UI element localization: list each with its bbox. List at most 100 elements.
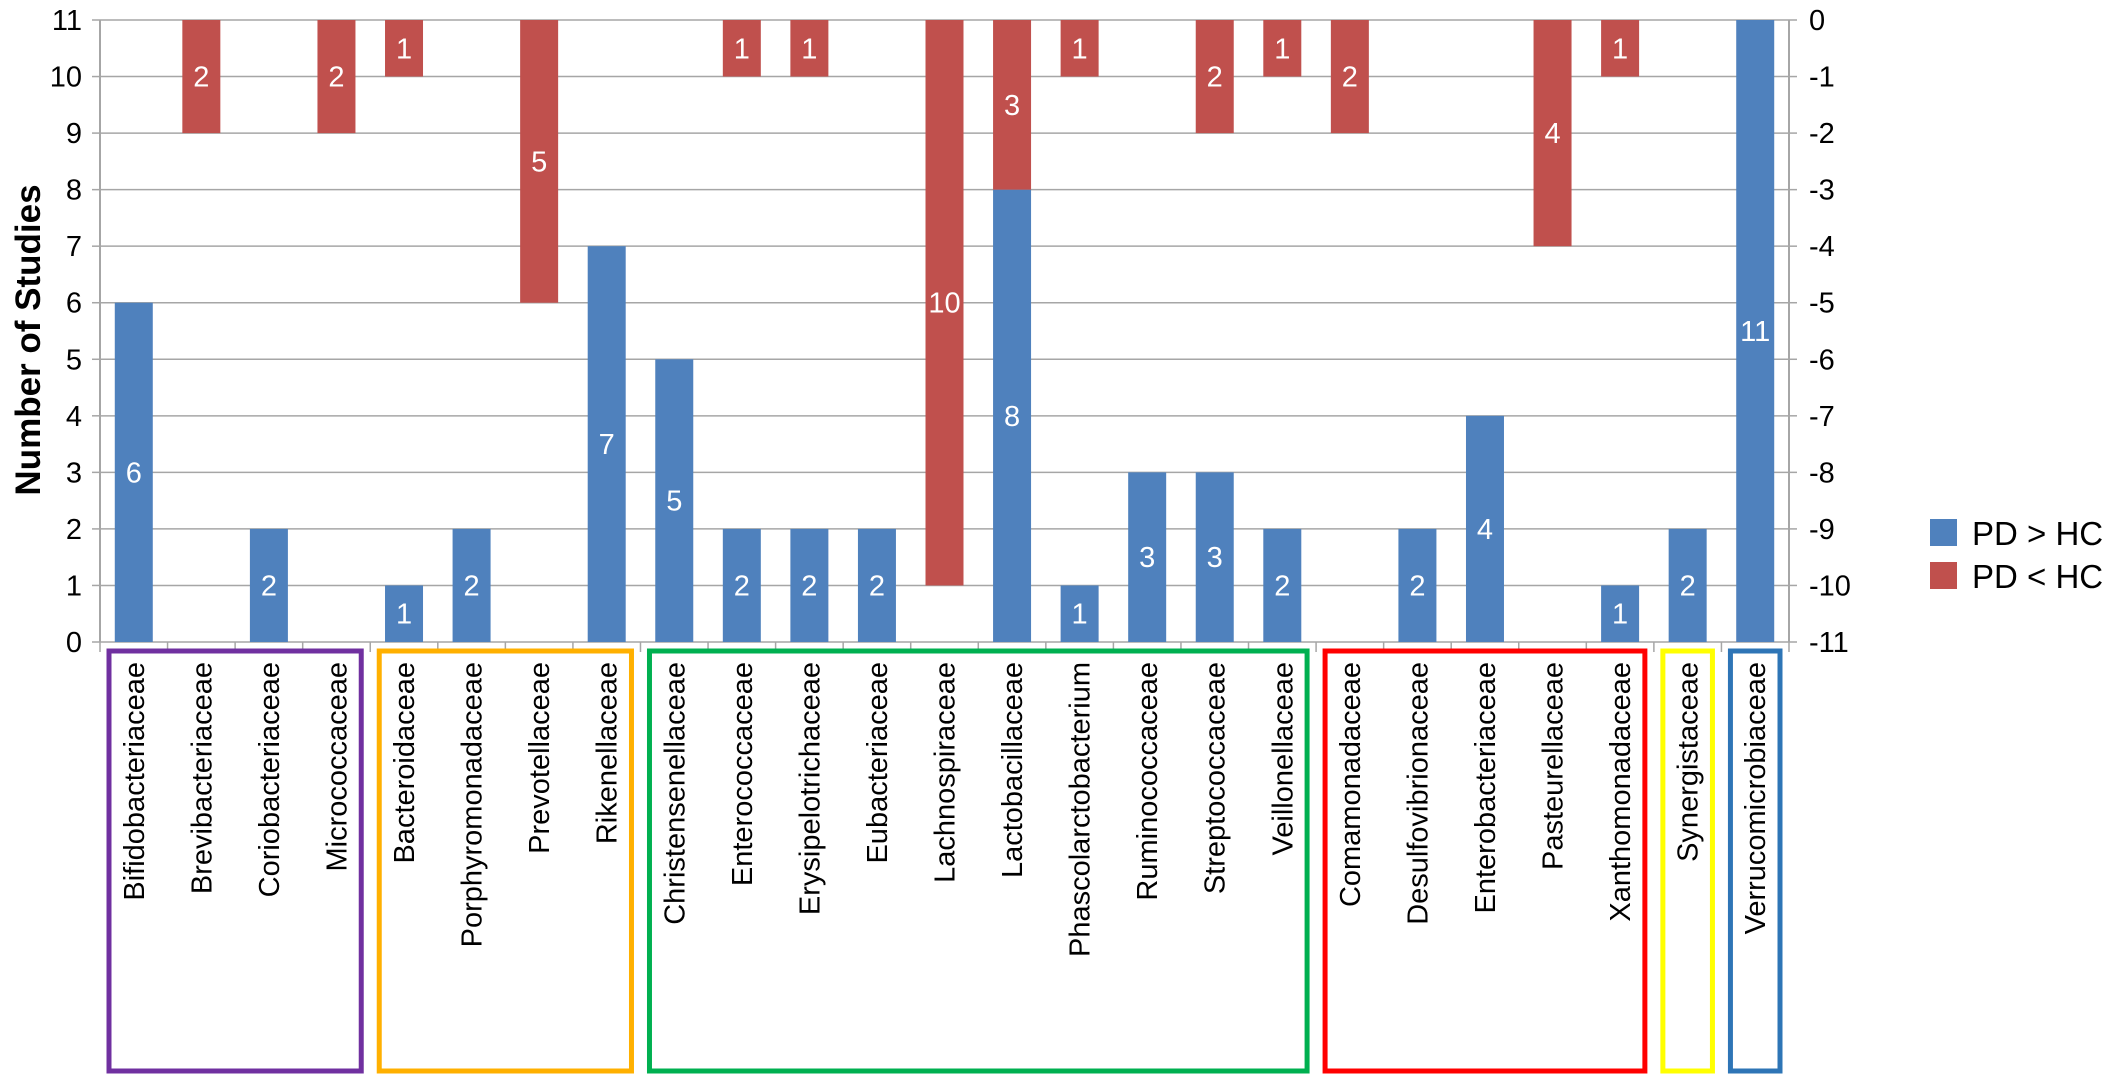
group-box-2 bbox=[376, 648, 634, 1074]
bar-pd-gt-hc-synergistaceae bbox=[1668, 528, 1707, 642]
y-tick-label: 10 bbox=[50, 62, 82, 94]
y-tick-label: 11 bbox=[52, 5, 82, 37]
x-tick-label: Enterobacteriaceae bbox=[1470, 662, 1502, 914]
x-tick-label: Pasteurellaceae bbox=[1538, 662, 1570, 870]
bar-pd-lt-hc-micrococcaceae bbox=[317, 20, 356, 134]
bar-pd-gt-hc-bacteroidaceae bbox=[385, 585, 424, 642]
data-label-pd-gt-hc: 2 bbox=[464, 570, 480, 602]
y-tick-label: 9 bbox=[66, 118, 82, 150]
bar-pd-lt-hc-lachnospiraceae bbox=[925, 20, 964, 586]
y2-tick-label: -8 bbox=[1809, 457, 1835, 489]
data-label-pd-gt-hc: 6 bbox=[126, 457, 142, 489]
bar-pd-lt-hc-streptococcaceae bbox=[1195, 20, 1234, 134]
x-tick-label: Streptococcaceae bbox=[1200, 662, 1232, 894]
data-label-pd-gt-hc: 2 bbox=[261, 570, 277, 602]
y2-tick-label: -3 bbox=[1809, 175, 1835, 207]
data-label-pd-lt-hc: 1 bbox=[396, 33, 412, 65]
x-tick-label: Enterococcaceae bbox=[727, 662, 759, 886]
x-tick-label: Bifidobacteriaceae bbox=[119, 662, 151, 901]
x-tick-label: Christensenellaceae bbox=[659, 662, 691, 925]
y2-tick-label: -7 bbox=[1809, 401, 1835, 433]
bar-pd-gt-hc-streptococcaceae bbox=[1195, 472, 1234, 642]
x-tick-label: Veillonellaceae bbox=[1267, 662, 1299, 855]
bar-pd-gt-hc-porphyromonadaceae bbox=[452, 528, 491, 642]
group-box-1 bbox=[106, 648, 364, 1074]
bar-pd-lt-hc-xanthomonadaceae bbox=[1601, 20, 1640, 77]
data-label-pd-lt-hc: 1 bbox=[1274, 33, 1290, 65]
bar-pd-gt-hc-ruminococcaceae bbox=[1128, 472, 1167, 642]
bar-pd-lt-hc-comamonadaceae bbox=[1330, 20, 1369, 134]
bar-pd-gt-hc-veillonellaceae bbox=[1263, 528, 1302, 642]
data-label-pd-gt-hc: 11 bbox=[1740, 316, 1770, 348]
data-label-pd-lt-hc: 10 bbox=[928, 288, 960, 320]
data-label-pd-lt-hc: 5 bbox=[531, 146, 547, 178]
legend: PD > HC PD < HC bbox=[1930, 515, 2103, 595]
x-tick-label: Phascolarctobacterium bbox=[1065, 662, 1097, 957]
x-tick-label: Brevibacteriaceae bbox=[186, 662, 218, 894]
y-tick-label: 3 bbox=[66, 457, 82, 489]
data-label-pd-gt-hc: 2 bbox=[1274, 570, 1290, 602]
data-label-pd-lt-hc: 4 bbox=[1544, 118, 1560, 150]
y-tick-label: 2 bbox=[66, 514, 82, 546]
legend-swatch-pd-gt-hc bbox=[1930, 519, 1957, 546]
x-tick-label: Coriobacteriaceae bbox=[254, 662, 286, 897]
x-tick-label: Rikenellaceae bbox=[592, 662, 624, 844]
bar-pd-lt-hc-lactobacillaceae bbox=[993, 20, 1032, 190]
y-tick-label: 6 bbox=[66, 288, 82, 320]
bar-pd-lt-hc-pasteurellaceae bbox=[1533, 20, 1572, 247]
bar-pd-gt-hc-erysipelotrichaceae bbox=[790, 528, 829, 642]
x-tick-label: Prevotellaceae bbox=[524, 662, 556, 854]
x-tick-label: Erysipelotrichaceae bbox=[794, 662, 826, 915]
y-tick-label: 0 bbox=[66, 627, 82, 659]
data-label-pd-lt-hc: 1 bbox=[1612, 33, 1628, 65]
axes bbox=[92, 19, 1797, 652]
x-tick-label: Lachnospiraceae bbox=[930, 662, 962, 883]
data-label-pd-gt-hc: 4 bbox=[1477, 514, 1493, 546]
data-label-pd-lt-hc: 2 bbox=[1342, 62, 1358, 94]
y2-tick-label: -2 bbox=[1809, 118, 1835, 150]
legend-swatch-pd-lt-hc bbox=[1930, 562, 1957, 589]
y2-tick-label: -6 bbox=[1809, 344, 1835, 376]
y2-tick-label: -11 bbox=[1809, 627, 1849, 659]
bar-pd-gt-hc-verrucomicrobiaceae bbox=[1736, 20, 1775, 642]
y-tick-label: 8 bbox=[66, 175, 82, 207]
x-tick-label: Porphyromonadaceae bbox=[457, 662, 489, 947]
data-label-pd-lt-hc: 2 bbox=[193, 62, 209, 94]
bar-pd-gt-hc-coriobacteriaceae bbox=[249, 528, 288, 642]
x-tick-label: Synergistaceae bbox=[1673, 662, 1705, 862]
legend-label-pd-lt-hc: PD < HC bbox=[1972, 558, 2103, 595]
x-tick-label: Xanthomonadaceae bbox=[1605, 662, 1637, 922]
data-label-pd-gt-hc: 8 bbox=[1004, 401, 1020, 433]
bar-pd-lt-hc-veillonellaceae bbox=[1263, 20, 1302, 77]
category-groups bbox=[106, 648, 1783, 1074]
data-label-pd-lt-hc: 1 bbox=[801, 33, 817, 65]
bar-pd-lt-hc-prevotellaceae bbox=[520, 20, 559, 303]
bar-pd-gt-hc-enterococcaceae bbox=[722, 528, 761, 642]
bar-pd-lt-hc-phascolarctobacterium bbox=[1060, 20, 1099, 77]
x-tick-label: Ruminococcaceae bbox=[1132, 662, 1164, 901]
bar-pd-gt-hc-enterobacteriaceae bbox=[1465, 415, 1504, 642]
group-box-5 bbox=[1660, 648, 1715, 1074]
y2-tick-label: -1 bbox=[1809, 62, 1835, 94]
bar-pd-gt-hc-xanthomonadaceae bbox=[1601, 585, 1640, 642]
y-tick-label: 1 bbox=[66, 570, 82, 602]
category-labels: Bifidobacteriaceae Brevibacteriaceae Corio… bbox=[119, 662, 1772, 957]
y2-tick-label: -10 bbox=[1809, 570, 1851, 602]
x-tick-label: Desulfovibrionaceae bbox=[1402, 662, 1434, 925]
bar-pd-gt-hc-eubacteriaceae bbox=[857, 528, 896, 642]
bar-pd-gt-hc-rikenellaceae bbox=[587, 246, 626, 642]
bar-pd-gt-hc-christensenellaceae bbox=[655, 359, 694, 642]
data-label-pd-lt-hc: 2 bbox=[328, 62, 344, 94]
bar-pd-lt-hc-bacteroidaceae bbox=[385, 20, 424, 77]
data-label-pd-gt-hc: 3 bbox=[1139, 542, 1155, 574]
data-label-pd-gt-hc: 1 bbox=[1612, 599, 1628, 631]
left-axis-ticks: 0 1 2 3 4 5 6 7 8 9 10 11 bbox=[50, 5, 82, 659]
y-tick-label: 7 bbox=[66, 231, 82, 263]
data-label-pd-gt-hc: 5 bbox=[666, 486, 682, 518]
group-box-6 bbox=[1727, 648, 1783, 1074]
bar-pd-gt-hc-bifidobacteriaceae bbox=[114, 302, 153, 642]
data-label-pd-gt-hc: 2 bbox=[734, 570, 750, 602]
bar-pd-gt-hc-phascolarctobacterium bbox=[1060, 585, 1099, 642]
